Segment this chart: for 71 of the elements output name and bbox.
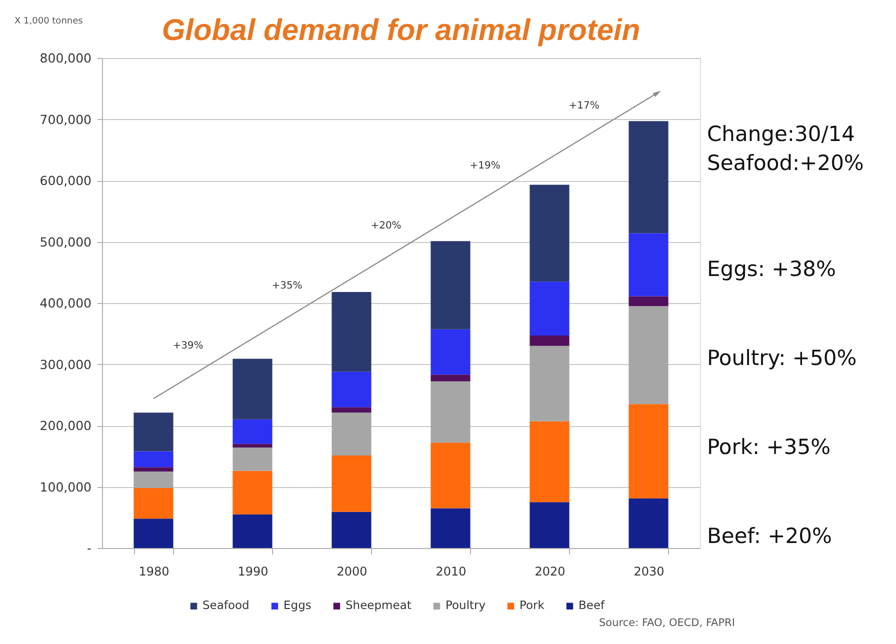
- x-tick-label: 2020: [534, 564, 566, 578]
- text: Poultry: +50%: [707, 346, 857, 370]
- bar: [332, 456, 372, 512]
- x-tick-label: 2000: [336, 564, 368, 578]
- text: Beef: +20%: [707, 524, 832, 548]
- bar: [530, 335, 570, 346]
- legend-label: Beef: [578, 598, 606, 612]
- bar: [628, 233, 668, 296]
- text: Seafood:+20%: [707, 151, 864, 175]
- bar: [232, 444, 272, 448]
- y-axis-title: X 1,000 tonnes: [14, 16, 84, 26]
- legend-label: Seafood: [202, 598, 250, 612]
- legend-label: Pork: [520, 598, 545, 612]
- y-tick-label: 300,000: [40, 356, 92, 372]
- bar: [134, 471, 174, 488]
- legend-label: Poultry: [446, 598, 486, 612]
- text: Eggs: +38%: [707, 257, 836, 281]
- bar: [530, 282, 570, 336]
- legend-label: Sheepmeat: [346, 598, 412, 612]
- bar: [430, 442, 470, 508]
- bar: [232, 419, 272, 444]
- x-tick-label: 1980: [138, 564, 170, 578]
- bar: [628, 498, 668, 548]
- text: Pork: +35%: [707, 435, 831, 459]
- bar: [134, 451, 174, 468]
- bar: [628, 404, 668, 498]
- y-tick-label: 100,000: [40, 479, 92, 494]
- bar: [430, 381, 470, 443]
- bar: [332, 372, 372, 408]
- bar: [332, 292, 372, 372]
- bar: [430, 374, 470, 382]
- annotation: +20%: [370, 220, 402, 232]
- y-tick-label: 200,000: [40, 418, 92, 433]
- y-tick-label: 700,000: [40, 112, 92, 127]
- bar: [232, 514, 272, 548]
- annotation: +19%: [470, 160, 500, 172]
- y-tick-label: 400,000: [40, 296, 92, 310]
- bar: [430, 508, 470, 548]
- bar: [628, 306, 668, 404]
- x-tick-label: 2010: [436, 564, 466, 578]
- bar: [332, 512, 372, 548]
- bar: [530, 184, 570, 282]
- bar: [628, 296, 668, 306]
- annotation: +17%: [568, 100, 600, 112]
- y-tick-label: -: [86, 540, 92, 556]
- bar: [134, 488, 174, 519]
- bar: [134, 518, 174, 548]
- y-tick-label: 800,000: [40, 50, 92, 66]
- bar: [134, 467, 174, 472]
- annotation: +35%: [272, 280, 302, 292]
- y-tick-label: 600,000: [40, 173, 92, 188]
- bar: [530, 421, 570, 502]
- bar: [430, 329, 470, 375]
- annotation: +39%: [172, 340, 204, 352]
- x-tick-label: 2030: [634, 564, 664, 578]
- bar: [430, 241, 470, 330]
- bar: [232, 448, 272, 471]
- bar: [332, 412, 372, 456]
- bar: [628, 121, 668, 234]
- chart-title: Global demand for animal protein: [162, 14, 640, 47]
- text: Change:30/14: [707, 122, 855, 146]
- x-tick-label: 1990: [238, 564, 268, 578]
- source-note: Source: FAO, OECD, FAPRI: [599, 617, 735, 629]
- legend-label: Eggs: [284, 598, 312, 612]
- bar: [232, 470, 272, 514]
- bar: [232, 358, 272, 420]
- bar: [332, 407, 372, 413]
- y-tick-label: 500,000: [40, 234, 92, 250]
- bar: [134, 412, 174, 452]
- bar: [530, 346, 570, 422]
- bar: [530, 502, 570, 548]
